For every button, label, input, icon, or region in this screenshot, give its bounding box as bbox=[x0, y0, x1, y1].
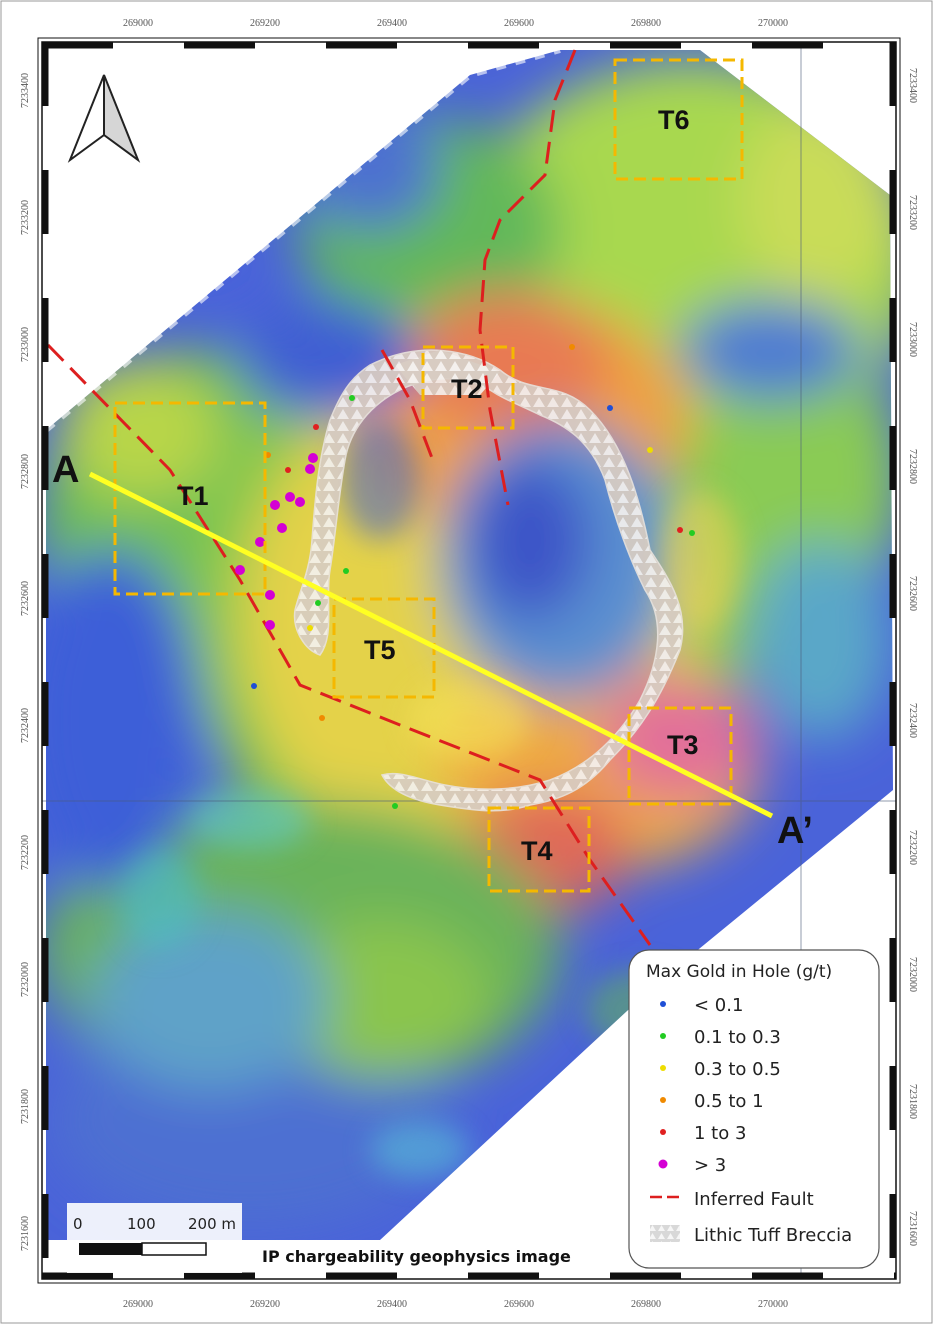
fault-north bbox=[478, 49, 577, 506]
svg-text:7232400: 7232400 bbox=[907, 703, 918, 738]
svg-text:IP chargeability geophysics im: IP chargeability geophysics image bbox=[262, 1247, 571, 1266]
svg-text:269000: 269000 bbox=[123, 1299, 153, 1310]
svg-text:269200: 269200 bbox=[250, 18, 280, 29]
svg-text:269000: 269000 bbox=[123, 18, 153, 29]
target-box-t2 bbox=[421, 345, 515, 430]
svg-text:200 m: 200 m bbox=[188, 1215, 236, 1233]
svg-text:7232200: 7232200 bbox=[907, 830, 918, 865]
map-frame bbox=[37, 37, 901, 1284]
svg-text:7233000: 7233000 bbox=[20, 327, 31, 362]
svg-text:7233400: 7233400 bbox=[907, 68, 918, 103]
target-label-t4: T4 bbox=[521, 836, 553, 866]
x-tick-labels: 269000 269200 269400 269600 269800 27000… bbox=[123, 18, 788, 1310]
target-boxes bbox=[113, 58, 744, 893]
legend: Max Gold in Hole (g/t) < 0.1 0.1 to 0.3 … bbox=[628, 949, 880, 1269]
legend-item-0-1-to-0-3: 0.1 to 0.3 bbox=[694, 1027, 781, 1048]
legend-item-0-3-to-0-5: 0.3 to 0.5 bbox=[694, 1059, 781, 1080]
svg-text:7232000: 7232000 bbox=[20, 962, 31, 997]
legend-item-inferred-fault: Inferred Fault bbox=[694, 1189, 814, 1210]
svg-text:269200: 269200 bbox=[250, 1299, 280, 1310]
svg-text:269400: 269400 bbox=[377, 1299, 407, 1310]
legend-item-lithic-tuff-breccia: Lithic Tuff Breccia bbox=[694, 1225, 852, 1246]
svg-text:269400: 269400 bbox=[377, 18, 407, 29]
svg-text:7231600: 7231600 bbox=[20, 1216, 31, 1251]
svg-text:7233200: 7233200 bbox=[907, 195, 918, 230]
scale-bar: 0 100 200 m bbox=[67, 1203, 242, 1273]
north-arrow-icon bbox=[67, 74, 141, 163]
svg-text:100: 100 bbox=[127, 1215, 156, 1233]
svg-text:270000: 270000 bbox=[758, 1299, 788, 1310]
svg-text:7233000: 7233000 bbox=[907, 322, 918, 357]
target-label-t6: T6 bbox=[658, 105, 690, 135]
svg-text:7231800: 7231800 bbox=[907, 1084, 918, 1119]
svg-text:269600: 269600 bbox=[504, 1299, 534, 1310]
svg-text:7232600: 7232600 bbox=[907, 576, 918, 611]
legend-item-lt-0-1: < 0.1 bbox=[694, 995, 743, 1016]
section-label-a-prime: A’ bbox=[777, 810, 813, 852]
svg-text:269600: 269600 bbox=[504, 18, 534, 29]
svg-text:7231800: 7231800 bbox=[20, 1089, 31, 1124]
svg-text:269800: 269800 bbox=[631, 18, 661, 29]
svg-text:269800: 269800 bbox=[631, 1299, 661, 1310]
target-box-t4 bbox=[487, 806, 591, 893]
map-caption: IP chargeability geophysics image bbox=[255, 1240, 605, 1272]
svg-text:7232800: 7232800 bbox=[20, 454, 31, 489]
drill-holes bbox=[235, 344, 695, 809]
target-box-t1 bbox=[113, 401, 267, 596]
svg-text:7232200: 7232200 bbox=[20, 835, 31, 870]
legend-item-0-5-to-1: 0.5 to 1 bbox=[694, 1091, 764, 1112]
target-box-t6 bbox=[613, 58, 744, 181]
svg-text:7232400: 7232400 bbox=[20, 708, 31, 743]
chargeability-heatmap bbox=[44, 47, 893, 1240]
target-label-t5: T5 bbox=[364, 635, 396, 665]
svg-text:7233200: 7233200 bbox=[20, 200, 31, 235]
target-label-t1: T1 bbox=[177, 481, 209, 511]
svg-text:7232000: 7232000 bbox=[907, 957, 918, 992]
target-label-t2: T2 bbox=[451, 374, 483, 404]
fault-t2 bbox=[380, 349, 434, 459]
breccia-northwest-lobe bbox=[395, 350, 500, 395]
target-label-t3: T3 bbox=[667, 730, 699, 760]
y-tick-labels-left: 7233400 7233200 7233000 7232800 7232600 … bbox=[20, 73, 31, 1251]
legend-item-1-to-3: 1 to 3 bbox=[694, 1123, 746, 1144]
section-line bbox=[88, 471, 774, 819]
inferred-faults bbox=[46, 49, 652, 946]
legend-item-gt-3: > 3 bbox=[694, 1155, 726, 1176]
svg-text:7233400: 7233400 bbox=[20, 73, 31, 108]
section-label-a: A bbox=[52, 449, 79, 491]
svg-text:0: 0 bbox=[73, 1215, 83, 1233]
svg-text:7232800: 7232800 bbox=[907, 449, 918, 484]
breccia-ring bbox=[293, 349, 684, 812]
svg-text:7231600: 7231600 bbox=[907, 1211, 918, 1246]
svg-text:270000: 270000 bbox=[758, 18, 788, 29]
legend-title: Max Gold in Hole (g/t) bbox=[646, 962, 832, 982]
fault-main-sw bbox=[46, 343, 652, 946]
y-tick-labels-right: 7233400 7233200 7233000 7232800 7232600 … bbox=[907, 68, 918, 1246]
target-box-t3 bbox=[627, 706, 733, 806]
svg-text:7232600: 7232600 bbox=[20, 581, 31, 616]
